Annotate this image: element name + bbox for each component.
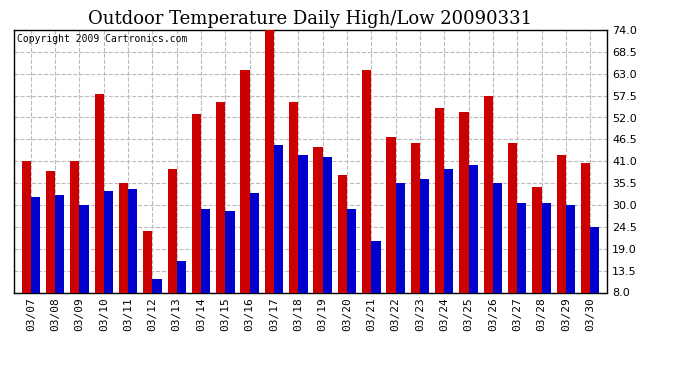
- Bar: [484, 96, 493, 292]
- Bar: [240, 70, 250, 292]
- Bar: [226, 211, 235, 292]
- Bar: [323, 157, 332, 292]
- Bar: [590, 227, 600, 292]
- Bar: [298, 155, 308, 292]
- Bar: [46, 171, 55, 292]
- Bar: [347, 209, 356, 292]
- Bar: [250, 193, 259, 292]
- Bar: [411, 143, 420, 292]
- Bar: [444, 169, 453, 292]
- Bar: [104, 191, 113, 292]
- Bar: [581, 163, 590, 292]
- Bar: [337, 175, 347, 292]
- Bar: [518, 203, 526, 292]
- Bar: [542, 203, 551, 292]
- Bar: [532, 187, 542, 292]
- Bar: [21, 161, 31, 292]
- Bar: [31, 197, 40, 292]
- Bar: [216, 102, 226, 292]
- Bar: [371, 241, 381, 292]
- Bar: [460, 111, 469, 292]
- Title: Outdoor Temperature Daily High/Low 20090331: Outdoor Temperature Daily High/Low 20090…: [88, 10, 533, 28]
- Bar: [274, 146, 284, 292]
- Bar: [508, 143, 518, 292]
- Bar: [55, 195, 64, 292]
- Bar: [201, 209, 210, 292]
- Bar: [313, 147, 323, 292]
- Bar: [469, 165, 477, 292]
- Bar: [566, 205, 575, 292]
- Bar: [144, 231, 152, 292]
- Bar: [128, 189, 137, 292]
- Bar: [168, 169, 177, 292]
- Bar: [435, 108, 444, 292]
- Bar: [177, 261, 186, 292]
- Bar: [557, 155, 566, 292]
- Bar: [192, 114, 201, 292]
- Bar: [70, 161, 79, 292]
- Bar: [395, 183, 405, 292]
- Bar: [95, 94, 103, 292]
- Bar: [79, 205, 89, 292]
- Bar: [152, 279, 161, 292]
- Text: Copyright 2009 Cartronics.com: Copyright 2009 Cartronics.com: [17, 34, 187, 44]
- Bar: [386, 137, 395, 292]
- Bar: [493, 183, 502, 292]
- Bar: [362, 70, 371, 292]
- Bar: [420, 179, 429, 292]
- Bar: [289, 102, 298, 292]
- Bar: [265, 26, 274, 293]
- Bar: [119, 183, 128, 292]
